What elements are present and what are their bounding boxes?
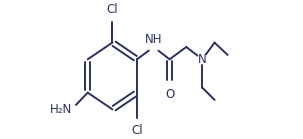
Text: O: O bbox=[165, 88, 174, 101]
Text: N: N bbox=[198, 53, 207, 66]
Text: NH: NH bbox=[145, 33, 162, 46]
Text: Cl: Cl bbox=[131, 124, 143, 137]
Text: Cl: Cl bbox=[107, 3, 118, 16]
Text: H₂N: H₂N bbox=[49, 103, 72, 116]
